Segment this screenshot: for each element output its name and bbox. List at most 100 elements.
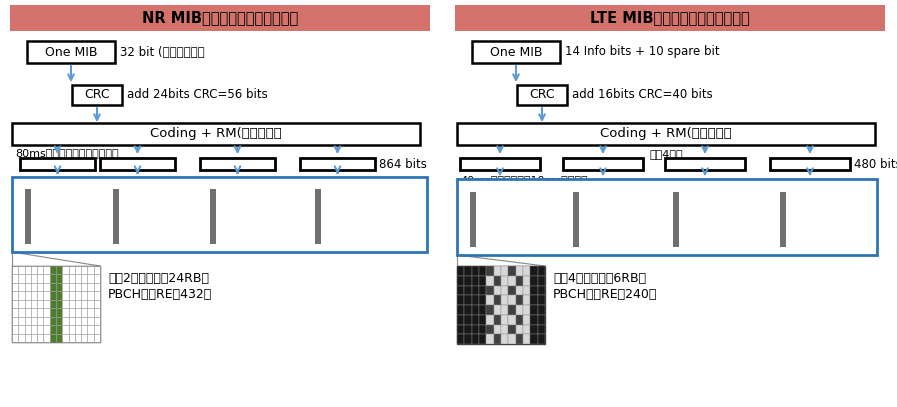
- Bar: [56, 291, 62, 300]
- Bar: [12, 317, 18, 325]
- Bar: [81, 274, 87, 283]
- Bar: [68, 266, 74, 274]
- Bar: [537, 285, 545, 295]
- Bar: [516, 305, 523, 315]
- Bar: [100, 158, 175, 170]
- Text: CRC: CRC: [529, 88, 555, 101]
- Bar: [479, 305, 486, 315]
- Bar: [49, 291, 56, 300]
- Bar: [563, 158, 643, 170]
- Bar: [30, 325, 37, 334]
- Bar: [37, 291, 43, 300]
- Bar: [12, 308, 18, 317]
- Bar: [30, 308, 37, 317]
- Bar: [530, 324, 537, 334]
- Bar: [457, 324, 465, 334]
- Bar: [537, 276, 545, 285]
- Bar: [479, 276, 486, 285]
- Bar: [493, 334, 501, 344]
- Bar: [18, 317, 24, 325]
- Bar: [74, 283, 81, 291]
- Bar: [516, 266, 523, 276]
- Bar: [472, 315, 479, 324]
- Bar: [530, 285, 537, 295]
- Bar: [457, 334, 465, 344]
- Bar: [12, 266, 100, 342]
- Bar: [12, 334, 18, 342]
- Bar: [501, 305, 509, 315]
- Bar: [493, 276, 501, 285]
- Bar: [509, 315, 516, 324]
- Bar: [62, 283, 68, 291]
- Bar: [43, 317, 49, 325]
- Text: add 16bits CRC=40 bits: add 16bits CRC=40 bits: [572, 88, 713, 101]
- Bar: [486, 305, 493, 315]
- Text: PBCH数据RE共432个: PBCH数据RE共432个: [108, 287, 213, 300]
- Bar: [81, 308, 87, 317]
- Text: 分成4部分: 分成4部分: [649, 149, 683, 159]
- Bar: [25, 189, 31, 244]
- Bar: [93, 291, 100, 300]
- Bar: [37, 300, 43, 308]
- Bar: [74, 291, 81, 300]
- Bar: [12, 300, 18, 308]
- Bar: [12, 266, 18, 274]
- Bar: [30, 266, 37, 274]
- Bar: [509, 285, 516, 295]
- Bar: [30, 283, 37, 291]
- Bar: [537, 295, 545, 305]
- Bar: [62, 291, 68, 300]
- Bar: [12, 274, 18, 283]
- Bar: [56, 283, 62, 291]
- Bar: [493, 305, 501, 315]
- Bar: [37, 308, 43, 317]
- Bar: [486, 295, 493, 305]
- Bar: [479, 324, 486, 334]
- Bar: [87, 325, 93, 334]
- Bar: [81, 325, 87, 334]
- Bar: [457, 266, 465, 276]
- Bar: [30, 291, 37, 300]
- Text: add 24bits CRC=56 bits: add 24bits CRC=56 bits: [127, 88, 267, 101]
- Bar: [62, 274, 68, 283]
- Bar: [24, 308, 30, 317]
- Bar: [523, 334, 530, 344]
- Bar: [486, 315, 493, 324]
- Bar: [72, 85, 122, 105]
- Bar: [457, 315, 465, 324]
- Bar: [43, 308, 49, 317]
- Bar: [18, 283, 24, 291]
- Bar: [24, 334, 30, 342]
- Bar: [509, 324, 516, 334]
- Bar: [20, 158, 95, 170]
- Bar: [62, 300, 68, 308]
- Bar: [93, 300, 100, 308]
- Bar: [12, 291, 18, 300]
- Bar: [49, 317, 56, 325]
- Bar: [530, 266, 537, 276]
- Bar: [509, 295, 516, 305]
- Bar: [12, 283, 18, 291]
- Bar: [465, 315, 472, 324]
- Bar: [87, 308, 93, 317]
- Bar: [81, 300, 87, 308]
- Bar: [493, 285, 501, 295]
- Bar: [49, 274, 56, 283]
- Bar: [74, 274, 81, 283]
- Bar: [43, 334, 49, 342]
- Bar: [74, 317, 81, 325]
- Bar: [465, 285, 472, 295]
- Bar: [780, 192, 786, 247]
- Bar: [37, 334, 43, 342]
- Text: 时域2符号，频域24RB，: 时域2符号，频域24RB，: [108, 271, 209, 284]
- Bar: [457, 285, 465, 295]
- Bar: [56, 274, 62, 283]
- Bar: [523, 266, 530, 276]
- Text: Coding + RM(速率匹配）: Coding + RM(速率匹配）: [600, 127, 732, 140]
- Bar: [537, 266, 545, 276]
- Bar: [486, 334, 493, 344]
- Bar: [74, 334, 81, 342]
- Bar: [472, 295, 479, 305]
- Bar: [470, 192, 476, 247]
- Bar: [37, 325, 43, 334]
